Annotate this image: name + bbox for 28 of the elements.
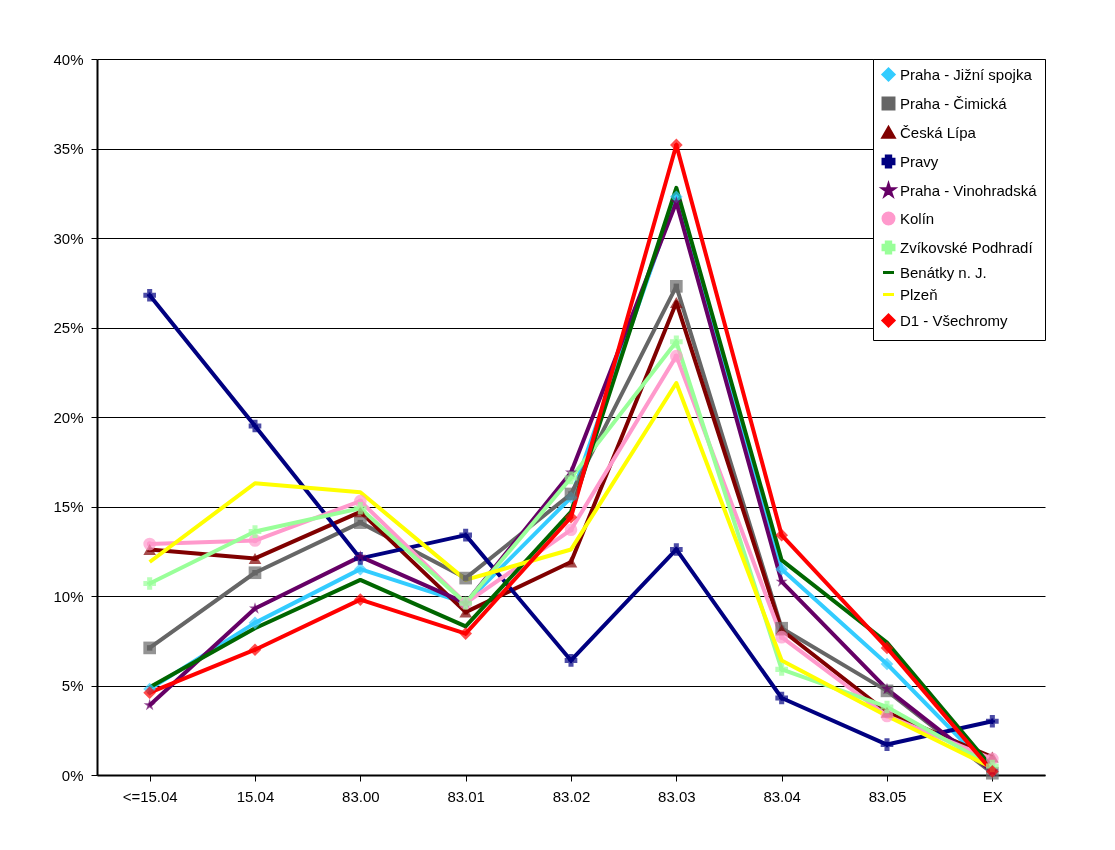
y-tick-label: 5% xyxy=(61,677,84,694)
x-tick-label: EX xyxy=(982,787,1003,805)
legend-label: Zvíkovské Podhradí xyxy=(900,238,1034,256)
legend-label: Pravy xyxy=(900,152,939,170)
x-tick-label: 83.03 xyxy=(658,787,696,805)
legend-label: Benátky n. J. xyxy=(900,263,987,281)
y-tick-label: 35% xyxy=(53,140,84,157)
x-tick-label: 83.02 xyxy=(552,787,591,805)
y-tick-label: 15% xyxy=(53,498,84,515)
y-tick-label: 0% xyxy=(61,766,84,784)
x-tick-label: 83.05 xyxy=(868,787,907,805)
legend-label: Praha - Čimická xyxy=(900,94,1008,112)
y-tick-label: 25% xyxy=(53,319,84,336)
y-tick-label: 10% xyxy=(53,587,84,605)
y-tick-label: 20% xyxy=(53,408,84,426)
legend-label: Praha - Vinohradská xyxy=(900,181,1038,199)
x-tick-label: 83.00 xyxy=(342,787,380,805)
legend-label: Česká Lípa xyxy=(900,123,977,141)
legend-label: Plzeň xyxy=(900,285,938,303)
x-tick-label: 15.04 xyxy=(236,787,275,805)
x-tick-label: 83.01 xyxy=(447,787,485,805)
legend-label: Praha - Jižní spojka xyxy=(900,65,1033,83)
legend-label: Kolín xyxy=(900,209,935,227)
y-tick-label: 30% xyxy=(53,229,84,247)
x-tick-label: 83.04 xyxy=(763,787,801,805)
x-tick-label: <=15.04 xyxy=(122,787,178,805)
y-tick-label: 40% xyxy=(53,50,84,68)
legend-label: D1 - Všechromy xyxy=(900,311,1009,329)
